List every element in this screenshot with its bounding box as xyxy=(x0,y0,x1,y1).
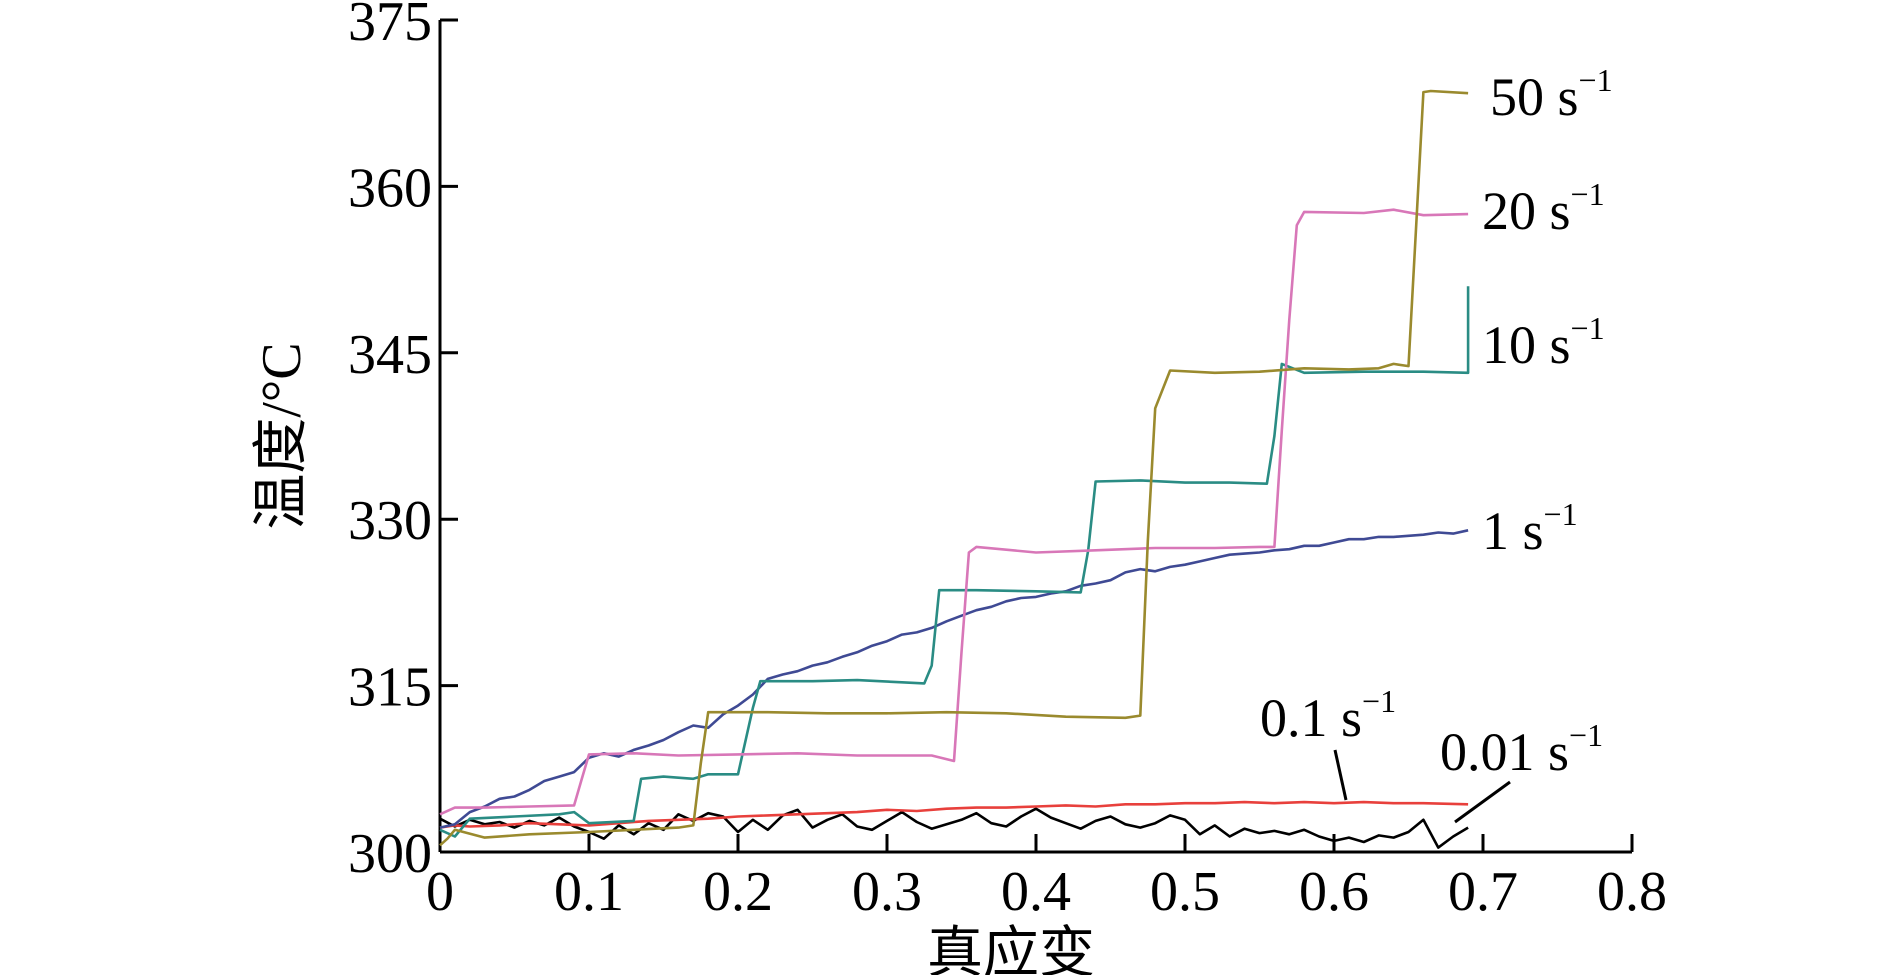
x-tick-label: 0.5 xyxy=(1150,861,1220,923)
series-label-0-01: 0.01 s−1 xyxy=(1440,717,1603,782)
series-label-10: 10 s−1 xyxy=(1482,310,1605,375)
series-line-5 xyxy=(439,89,1469,847)
series-line-4 xyxy=(439,208,1469,816)
y-tick-label: 360 xyxy=(348,157,432,219)
x-tick-label: 0 xyxy=(426,861,454,923)
axes: 300 315 330 345 360 375 0 0.1 0.2 0.3 0.4 0.5 0.6 0.7… xyxy=(251,0,1667,975)
series-label-1: 1 s−1 xyxy=(1482,496,1578,561)
series-lines xyxy=(439,89,1470,849)
series-label-20: 20 s−1 xyxy=(1482,176,1605,241)
x-tick-label: 0.2 xyxy=(703,861,773,923)
x-tick-label: 0.4 xyxy=(1001,861,1071,923)
x-tick-label: 0.7 xyxy=(1448,861,1518,923)
x-tick-label: 0.3 xyxy=(852,861,922,923)
x-tick-label: 0.1 xyxy=(554,861,624,923)
x-axis-title: 真应变 xyxy=(927,923,1095,975)
y-tick-label: 330 xyxy=(348,490,432,552)
y-tick-label: 315 xyxy=(348,657,432,719)
x-tick-label: 0.6 xyxy=(1299,861,1369,923)
x-tick-label: 0.8 xyxy=(1597,861,1667,923)
y-tick-label: 300 xyxy=(348,823,432,885)
series-line-0 xyxy=(439,807,1469,849)
series-label-50: 50 s−1 xyxy=(1490,62,1613,127)
series-line-3 xyxy=(439,286,1470,838)
series-labels: 50 s−1 20 s−1 10 s−1 1 s−1 0.1 s−1 0.01 … xyxy=(1260,62,1613,782)
label-leader-lines xyxy=(1333,749,1511,824)
leader-line-0-01 xyxy=(1454,780,1511,824)
series-line-1 xyxy=(439,800,1469,829)
leader-line-0-1 xyxy=(1333,749,1348,801)
y-tick-label: 345 xyxy=(348,324,432,386)
y-axis-title: 温度/°C xyxy=(251,342,313,529)
series-label-0-1: 0.1 s−1 xyxy=(1260,683,1396,748)
series-line-2 xyxy=(439,529,1469,829)
y-tick-label: 375 xyxy=(348,0,432,53)
